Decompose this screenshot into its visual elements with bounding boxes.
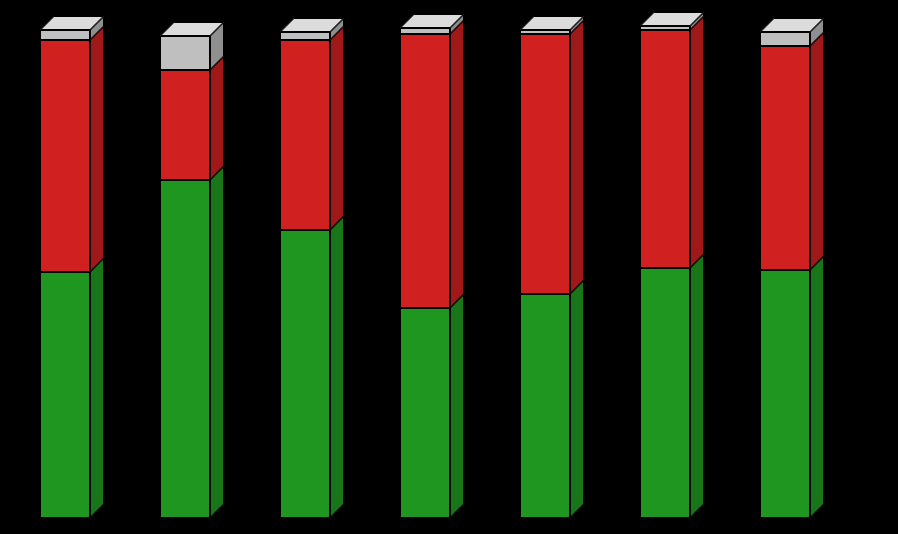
bar-segment-green bbox=[640, 268, 690, 518]
bar bbox=[160, 22, 224, 518]
bar bbox=[40, 16, 104, 518]
bar-segment-green bbox=[280, 230, 330, 518]
bar-segment-side-green bbox=[210, 166, 224, 518]
bar-segment-side-green bbox=[90, 258, 104, 518]
bar-segment-green bbox=[160, 180, 210, 518]
bar-segment-side-green bbox=[810, 256, 824, 518]
bar-segment-green bbox=[40, 272, 90, 518]
bar-segment-gray bbox=[160, 36, 210, 70]
bar-segment-side-red bbox=[810, 32, 824, 270]
bar-segment-side-green bbox=[450, 294, 464, 518]
bar-segment-green bbox=[400, 308, 450, 518]
bar bbox=[280, 18, 344, 518]
bar-segment-red bbox=[400, 34, 450, 308]
bar bbox=[400, 14, 464, 518]
bar-segment-gray bbox=[760, 32, 810, 46]
bar-segment-side-red bbox=[330, 26, 344, 230]
bar-segment-red bbox=[280, 40, 330, 230]
bar-segment-gray bbox=[520, 30, 570, 34]
bar-segment-red bbox=[760, 46, 810, 270]
bar bbox=[520, 16, 584, 518]
bar-segment-red bbox=[640, 30, 690, 268]
bar-segment-side-red bbox=[210, 56, 224, 180]
bar bbox=[760, 18, 824, 518]
bar-segment-gray bbox=[40, 30, 90, 40]
bar-segment-gray bbox=[280, 32, 330, 40]
bar-segment-side-red bbox=[690, 16, 704, 268]
bar-segment-gray bbox=[400, 28, 450, 34]
bar bbox=[640, 12, 704, 518]
bar-segment-gray bbox=[640, 26, 690, 30]
bar-segment-side-red bbox=[90, 26, 104, 272]
bar-segment-red bbox=[40, 40, 90, 272]
bar-segment-side-green bbox=[570, 280, 584, 518]
stacked-bar-3d-chart bbox=[0, 0, 898, 534]
bar-segment-green bbox=[760, 270, 810, 518]
bar-segment-side-red bbox=[570, 20, 584, 294]
bar-segment-side-green bbox=[690, 254, 704, 518]
bar-segment-red bbox=[160, 70, 210, 180]
bar-segment-side-green bbox=[330, 216, 344, 518]
bar-segment-side-red bbox=[450, 20, 464, 308]
bar-segment-red bbox=[520, 34, 570, 294]
bar-segment-green bbox=[520, 294, 570, 518]
